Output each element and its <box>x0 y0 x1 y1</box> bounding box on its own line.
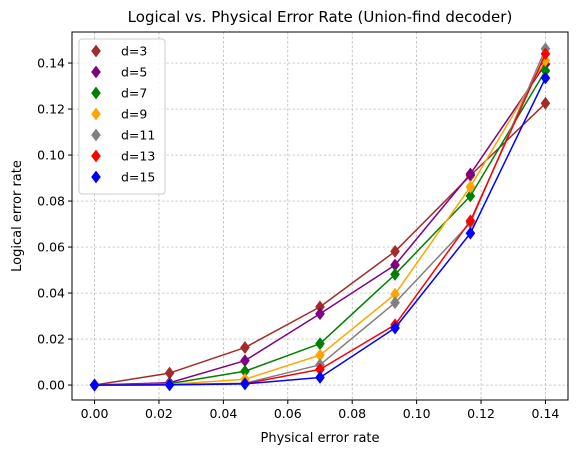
plot-series <box>89 42 551 392</box>
x-tick-label: 0.06 <box>274 406 302 421</box>
data-point-d15 <box>240 377 250 391</box>
data-point-d15 <box>315 371 325 384</box>
data-point-d15 <box>89 378 100 392</box>
legend-marker <box>91 107 101 121</box>
legend-label: d=11 <box>121 128 155 143</box>
data-point-d3 <box>390 244 400 258</box>
data-point-d3 <box>540 96 551 110</box>
data-point-d13 <box>540 47 551 61</box>
legend-label: d=9 <box>121 107 147 122</box>
legend-marker <box>91 44 101 58</box>
data-point-d13 <box>465 214 476 228</box>
data-point-d5 <box>315 307 325 321</box>
legend: d=3 d=5 d=7 d=9 d=11 d=13 d=15 <box>78 38 166 195</box>
legend-label: d=3 <box>121 44 147 59</box>
legend-marker <box>91 86 101 100</box>
x-tick-label: 0.14 <box>532 406 560 421</box>
y-tick-label: 0.06 <box>37 240 65 255</box>
data-point-d7 <box>465 189 476 203</box>
y-tick-label: 0.14 <box>37 56 65 71</box>
data-point-d15 <box>390 321 400 335</box>
y-tick-label: 0.08 <box>37 194 65 209</box>
legend-marker <box>91 128 101 142</box>
axis-ticks: 0.00 0.02 0.04 0.06 0.08 0.10 0.12 0.14 0.00 0.02… <box>37 56 559 421</box>
y-axis-label: Logical error rate <box>10 160 25 272</box>
x-axis-label: Physical error rate <box>260 431 379 446</box>
legend-marker <box>91 65 101 79</box>
data-point-d3 <box>240 341 250 354</box>
legend-marker <box>91 170 101 184</box>
x-tick-label: 0.08 <box>338 406 366 421</box>
y-tick-label: 0.10 <box>37 148 65 163</box>
x-tick-label: 0.12 <box>467 406 495 421</box>
data-point-d9 <box>465 180 476 194</box>
data-point-d15 <box>540 71 551 85</box>
legend-label: d=5 <box>121 65 147 80</box>
data-point-d15 <box>465 226 476 240</box>
legend-label: d=15 <box>121 170 155 185</box>
x-tick-label: 0.02 <box>145 406 173 421</box>
x-tick-label: 0.04 <box>209 406 237 421</box>
y-tick-label: 0.04 <box>37 286 65 301</box>
data-point-d15 <box>164 378 175 392</box>
data-point-d7 <box>390 267 400 281</box>
y-tick-label: 0.00 <box>37 378 65 393</box>
y-tick-label: 0.12 <box>37 102 65 117</box>
chart-title: Logical vs. Physical Error Rate (Union-f… <box>128 8 513 26</box>
legend-marker <box>91 149 101 163</box>
legend-label: d=7 <box>121 86 147 101</box>
data-point-d5 <box>465 167 476 181</box>
legend-box <box>78 38 166 195</box>
y-tick-label: 0.02 <box>37 332 65 347</box>
x-tick-label: 0.00 <box>81 406 109 421</box>
series-d15 <box>89 71 551 392</box>
x-tick-label: 0.10 <box>403 406 431 421</box>
legend-label: d=13 <box>121 149 155 164</box>
data-point-d11 <box>390 296 400 310</box>
plot-frame <box>71 31 569 401</box>
